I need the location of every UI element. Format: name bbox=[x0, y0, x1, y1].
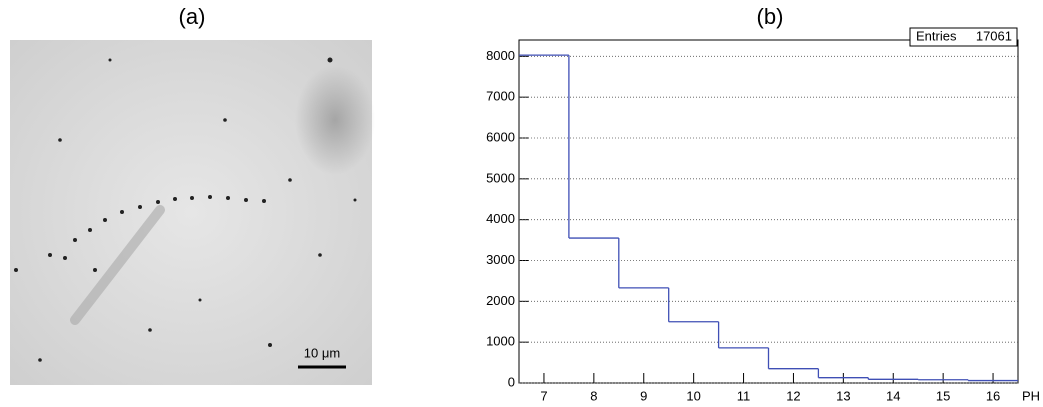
panel-a-label: (a) bbox=[179, 4, 206, 29]
y-tick-label: 3000 bbox=[486, 252, 515, 267]
x-tick-label: 14 bbox=[886, 388, 900, 403]
y-tick-label: 5000 bbox=[486, 170, 515, 185]
x-axis-label: PH bbox=[1022, 388, 1040, 403]
y-tick-label: 0 bbox=[508, 374, 515, 389]
x-tick-label: 8 bbox=[590, 388, 597, 403]
y-tick-label: 7000 bbox=[486, 89, 515, 104]
x-tick-label: 16 bbox=[986, 388, 1000, 403]
x-tick-label: 7 bbox=[540, 388, 547, 403]
x-tick-label: 11 bbox=[737, 388, 751, 403]
y-tick-label: 4000 bbox=[486, 211, 515, 226]
x-tick-label: 10 bbox=[686, 388, 700, 403]
stats-label: Entries bbox=[916, 28, 957, 43]
x-tick-label: 15 bbox=[936, 388, 950, 403]
chart-title: (b) bbox=[757, 4, 784, 29]
plot-frame bbox=[518, 39, 1019, 384]
x-tick-label: 9 bbox=[640, 388, 647, 403]
x-tick-label: 12 bbox=[786, 388, 800, 403]
y-tick-label: 1000 bbox=[486, 334, 515, 349]
y-tick-label: 6000 bbox=[486, 129, 515, 144]
scale-bar-label: 10 μm bbox=[304, 345, 340, 360]
x-tick-label: 13 bbox=[836, 388, 850, 403]
stats-box bbox=[909, 27, 1018, 47]
stats-value: 17061 bbox=[976, 28, 1012, 43]
y-tick-label: 2000 bbox=[486, 293, 515, 308]
micrograph bbox=[10, 40, 375, 385]
y-tick-label: 8000 bbox=[486, 48, 515, 63]
